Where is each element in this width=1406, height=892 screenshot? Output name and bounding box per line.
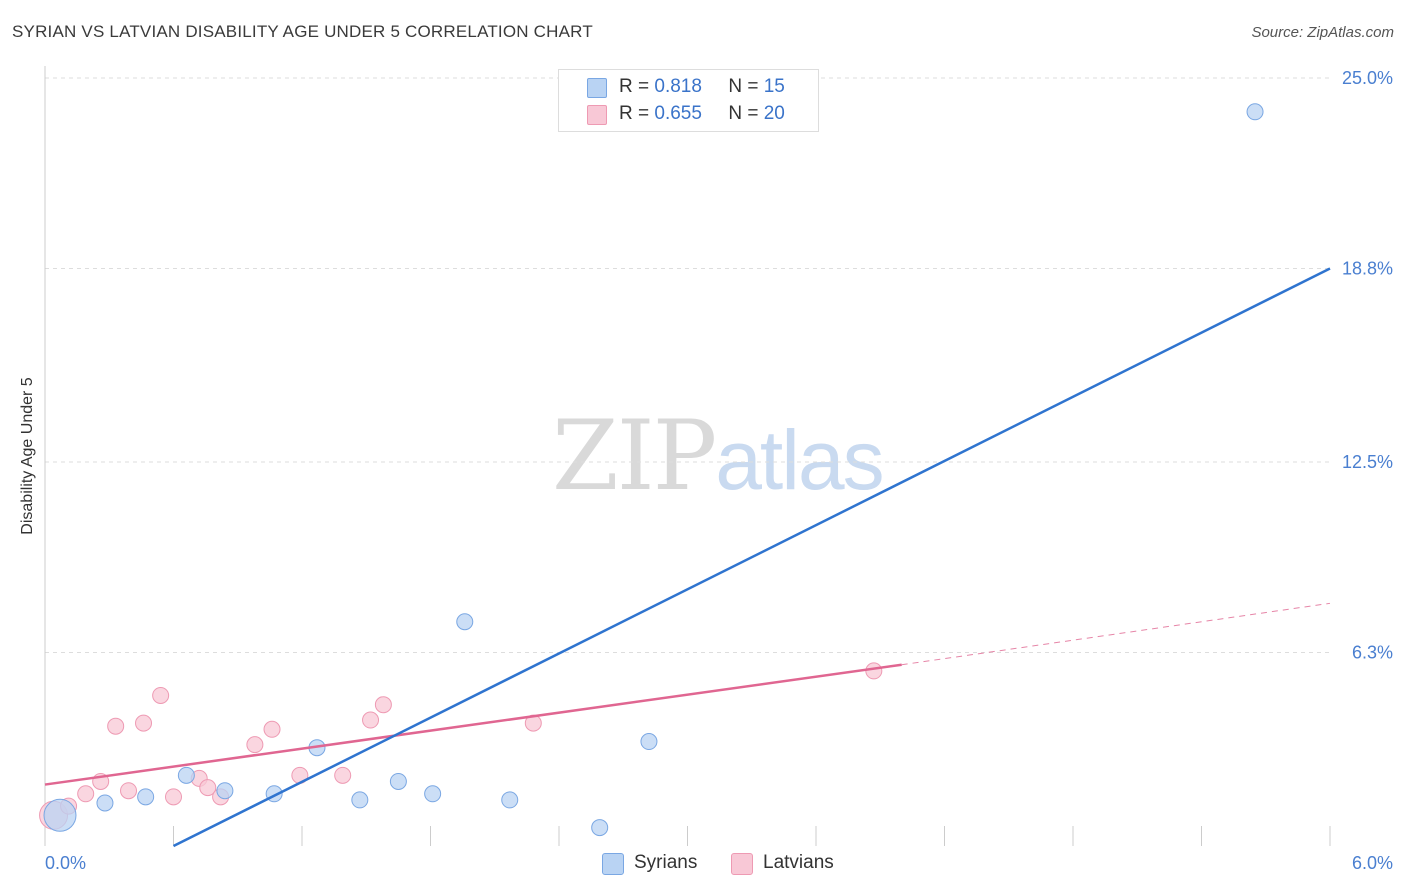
- latvian-trend-extension: [901, 602, 1331, 666]
- latvian-point: [246, 736, 264, 754]
- latvian-point: [135, 714, 153, 732]
- latvian-point: [107, 717, 125, 735]
- latvian-point: [120, 782, 138, 800]
- latvian-point: [165, 788, 182, 806]
- latvian-point: [865, 662, 883, 680]
- latvian-point: [374, 696, 392, 714]
- latvians-legend-swatch: [731, 853, 753, 875]
- latvian-r-label: R =: [619, 103, 650, 124]
- latvian-point: [152, 686, 170, 704]
- syrian-trend-line: [172, 267, 1331, 848]
- latvian-point: [334, 766, 352, 784]
- syrian-point: [389, 772, 407, 790]
- latvian-point: [263, 720, 281, 738]
- watermark-atlas: atlas: [715, 413, 884, 507]
- source-label: Source: ZipAtlas.com: [1251, 24, 1394, 41]
- syrian-point: [43, 798, 77, 832]
- latvian-r-value: 0.655: [654, 103, 702, 124]
- syrian-point: [640, 733, 658, 751]
- latvian-swatch: [587, 105, 607, 125]
- syrian-point: [216, 782, 234, 800]
- chart-title: SYRIAN VS LATVIAN DISABILITY AGE UNDER 5…: [12, 22, 593, 41]
- latvian-n-label: N =: [728, 103, 759, 124]
- y-tick-label: 12.5%: [1342, 452, 1393, 472]
- syrian-point: [137, 788, 155, 806]
- syrian-point: [177, 766, 195, 784]
- watermark: ZIPatlas: [552, 400, 885, 512]
- correlation-legend: R = 0.818 N = 15 R = 0.655 N = 20: [558, 69, 819, 132]
- syrian-point: [96, 794, 114, 812]
- latvian-point: [199, 779, 217, 797]
- y-tick-label: 25.0%: [1342, 68, 1393, 88]
- x-tick-label-min: 0.0%: [45, 853, 86, 873]
- syrian-point: [591, 819, 609, 837]
- syrian-point: [351, 791, 369, 809]
- watermark-zip: ZIP: [552, 400, 717, 512]
- syrian-point: [501, 791, 519, 809]
- syrian-n-label: N =: [728, 76, 759, 97]
- latvian-point: [77, 785, 95, 803]
- syrian-point: [456, 613, 474, 631]
- latvian-trend-line: [44, 663, 902, 786]
- syrian-r-label: R =: [619, 76, 650, 97]
- syrian-point: [1246, 103, 1264, 121]
- x-tick-label-max: 6.0%: [1352, 853, 1393, 873]
- syrian-point: [424, 785, 442, 803]
- syrian-swatch: [587, 78, 607, 98]
- latvian-point: [362, 711, 380, 729]
- y-tick-label: 18.8%: [1342, 258, 1393, 278]
- y-axis-label: Disability Age Under 5: [19, 377, 36, 535]
- syrians-legend-label: Syrians: [634, 852, 698, 873]
- syrians-legend-swatch: [602, 853, 624, 875]
- syrian-n-value: 15: [763, 76, 785, 97]
- syrian-r-value: 0.818: [654, 76, 702, 97]
- latvian-n-value: 20: [763, 103, 785, 124]
- y-tick-label: 6.3%: [1352, 642, 1393, 662]
- latvians-legend-label: Latvians: [763, 852, 834, 873]
